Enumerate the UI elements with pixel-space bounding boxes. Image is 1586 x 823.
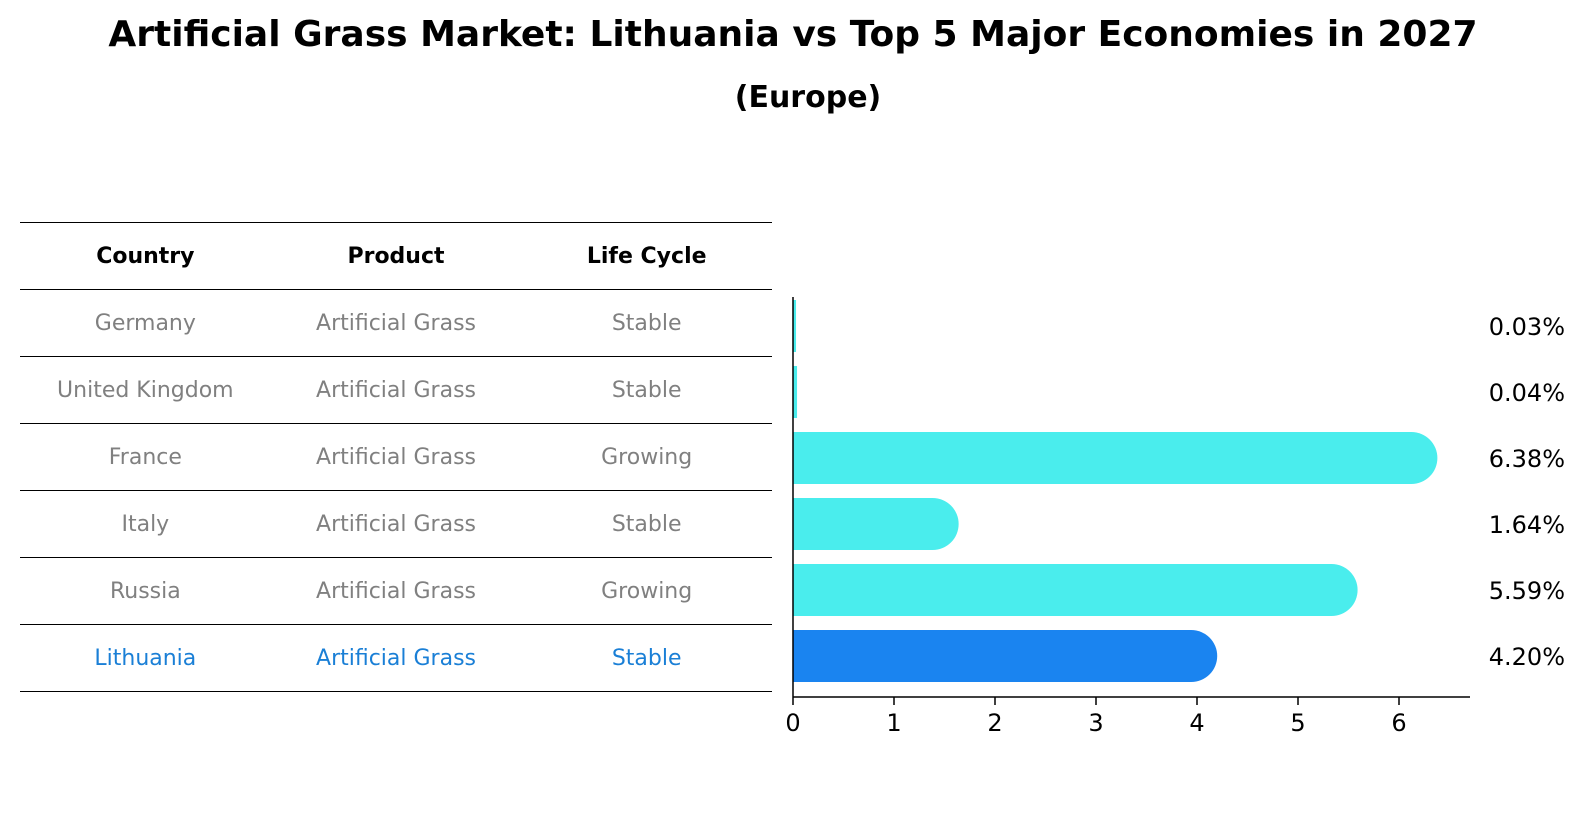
x-tick-label: 3 <box>1088 709 1103 737</box>
x-tick-label: 1 <box>886 709 901 737</box>
country-cell: Germany <box>94 310 196 336</box>
value-label: 4.20% <box>1489 643 1565 671</box>
table-row: United Kingdom Artificial Grass Stable <box>20 357 772 424</box>
bar-russia <box>793 564 1358 616</box>
country-cell: Lithuania <box>94 645 197 671</box>
x-tick-label: 0 <box>785 709 800 737</box>
country-cell: France <box>108 444 182 470</box>
table-row: Russia Artificial Grass Growing <box>20 558 772 625</box>
country-cell: Russia <box>109 578 181 604</box>
header-life-cycle: Life Cycle <box>586 243 707 269</box>
product-cell: Artificial Grass <box>316 444 476 470</box>
country-cell: Italy <box>121 511 170 537</box>
table-row: Italy Artificial Grass Stable <box>20 491 772 558</box>
value-label: 0.03% <box>1489 313 1565 341</box>
life-cycle-cell: Growing <box>601 578 693 604</box>
life-cycle-cell: Growing <box>601 444 693 470</box>
product-cell: Artificial Grass <box>316 310 476 336</box>
header-product: Product <box>347 243 445 269</box>
table-row: Germany Artificial Grass Stable <box>20 290 772 357</box>
product-cell: Artificial Grass <box>316 645 476 671</box>
country-cell: United Kingdom <box>57 377 234 403</box>
bar-united-kingdom <box>793 366 798 418</box>
bar-lithuania <box>793 630 1218 682</box>
x-tick-label: 4 <box>1189 709 1204 737</box>
chart-subtitle: (Europe) <box>734 80 882 115</box>
bar-france <box>793 432 1438 484</box>
header-country: Country <box>96 243 195 269</box>
data-table: Country Product Life Cycle Germany Artif… <box>20 222 772 692</box>
value-label: 0.04% <box>1489 379 1565 407</box>
x-tick-label: 6 <box>1391 709 1406 737</box>
table-row-highlighted: Lithuania Artificial Grass Stable <box>20 625 772 692</box>
life-cycle-cell: Stable <box>611 511 682 537</box>
table-row: France Artificial Grass Growing <box>20 424 772 491</box>
life-cycle-cell: Stable <box>611 645 682 671</box>
life-cycle-cell: Stable <box>611 377 682 403</box>
bar-germany <box>793 300 797 352</box>
x-tick-label: 2 <box>987 709 1002 737</box>
x-tick-label: 5 <box>1290 709 1305 737</box>
product-cell: Artificial Grass <box>316 578 476 604</box>
value-label: 5.59% <box>1489 577 1565 605</box>
table-header-row: Country Product Life Cycle <box>20 222 772 290</box>
value-label: 6.38% <box>1489 445 1565 473</box>
value-label: 1.64% <box>1489 511 1565 539</box>
chart-title: Artificial Grass Market: Lithuania vs To… <box>108 14 1478 55</box>
bar-italy <box>793 498 959 550</box>
life-cycle-cell: Stable <box>611 310 682 336</box>
product-cell: Artificial Grass <box>316 377 476 403</box>
product-cell: Artificial Grass <box>316 511 476 537</box>
